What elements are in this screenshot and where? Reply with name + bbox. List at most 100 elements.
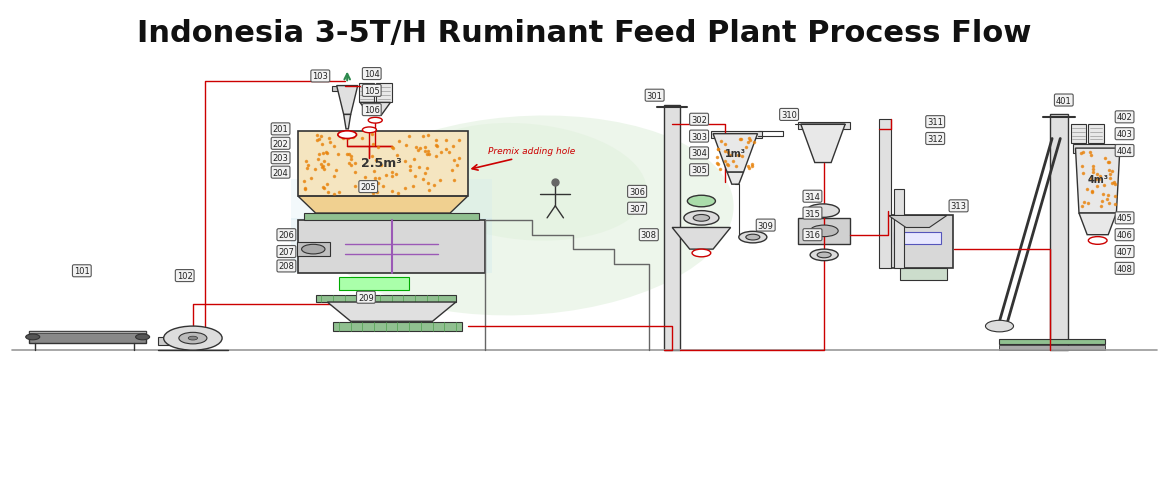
FancyBboxPatch shape: [999, 339, 1105, 345]
FancyBboxPatch shape: [359, 84, 374, 103]
Text: 309: 309: [758, 221, 774, 230]
FancyBboxPatch shape: [316, 295, 456, 302]
Polygon shape: [672, 228, 731, 250]
Text: 105: 105: [364, 87, 380, 96]
Text: 311: 311: [927, 118, 943, 127]
Circle shape: [739, 232, 767, 243]
FancyBboxPatch shape: [29, 331, 146, 334]
Text: Premix adding hole: Premix adding hole: [489, 147, 575, 156]
Polygon shape: [888, 216, 947, 228]
Circle shape: [810, 226, 838, 237]
Text: Indonesia 3-5T/H Ruminant Feed Plant Process Flow: Indonesia 3-5T/H Ruminant Feed Plant Pro…: [137, 19, 1032, 48]
FancyBboxPatch shape: [298, 132, 468, 197]
Circle shape: [368, 118, 382, 124]
Circle shape: [746, 235, 760, 240]
Text: 201: 201: [272, 125, 289, 134]
Ellipse shape: [406, 124, 646, 241]
FancyBboxPatch shape: [711, 132, 762, 139]
Circle shape: [817, 252, 831, 258]
Circle shape: [362, 128, 376, 133]
FancyBboxPatch shape: [1088, 125, 1104, 144]
Text: 302: 302: [691, 116, 707, 124]
Text: 2.5m³: 2.5m³: [361, 156, 401, 170]
Text: 208: 208: [278, 262, 295, 271]
FancyBboxPatch shape: [883, 216, 953, 269]
Text: 401: 401: [1056, 96, 1072, 105]
Circle shape: [179, 333, 207, 344]
Text: 407: 407: [1116, 248, 1133, 256]
FancyBboxPatch shape: [339, 277, 409, 290]
FancyBboxPatch shape: [879, 120, 891, 269]
Circle shape: [687, 196, 715, 207]
Circle shape: [1088, 237, 1107, 245]
Text: 314: 314: [804, 192, 821, 201]
Circle shape: [164, 326, 222, 350]
Text: 313: 313: [950, 202, 967, 211]
Polygon shape: [727, 173, 743, 185]
Text: 307: 307: [629, 204, 645, 213]
Text: 207: 207: [278, 248, 295, 256]
FancyBboxPatch shape: [1073, 145, 1125, 154]
Text: 101: 101: [74, 267, 90, 276]
Circle shape: [985, 321, 1014, 332]
FancyBboxPatch shape: [297, 242, 330, 257]
Text: 308: 308: [641, 231, 657, 240]
FancyBboxPatch shape: [158, 337, 187, 346]
Polygon shape: [327, 302, 456, 322]
FancyBboxPatch shape: [304, 214, 479, 221]
FancyBboxPatch shape: [298, 221, 485, 274]
Text: 403: 403: [1116, 130, 1133, 139]
Text: 316: 316: [804, 231, 821, 240]
FancyBboxPatch shape: [894, 190, 904, 269]
Circle shape: [692, 250, 711, 257]
Text: 406: 406: [1116, 231, 1133, 240]
Ellipse shape: [318, 116, 734, 316]
FancyBboxPatch shape: [664, 106, 680, 350]
Circle shape: [338, 132, 357, 139]
FancyBboxPatch shape: [291, 180, 492, 221]
Text: 206: 206: [278, 231, 295, 240]
FancyBboxPatch shape: [900, 269, 947, 281]
Polygon shape: [298, 197, 468, 214]
Circle shape: [684, 211, 719, 226]
FancyBboxPatch shape: [333, 323, 462, 331]
Text: 204: 204: [272, 168, 289, 177]
Text: 202: 202: [272, 140, 289, 148]
Polygon shape: [337, 86, 358, 115]
Text: 304: 304: [691, 149, 707, 158]
Text: 203: 203: [272, 154, 289, 163]
Circle shape: [26, 335, 40, 340]
Circle shape: [693, 215, 710, 222]
FancyBboxPatch shape: [798, 122, 850, 130]
Text: 209: 209: [358, 293, 374, 302]
Text: 106: 106: [364, 106, 380, 115]
Text: 306: 306: [629, 188, 645, 196]
Polygon shape: [360, 103, 390, 116]
Polygon shape: [713, 134, 758, 173]
FancyBboxPatch shape: [332, 86, 350, 92]
Text: 312: 312: [927, 135, 943, 144]
FancyBboxPatch shape: [1071, 125, 1086, 144]
Text: 102: 102: [177, 272, 193, 280]
Text: 303: 303: [691, 132, 707, 141]
FancyBboxPatch shape: [1050, 115, 1068, 350]
FancyBboxPatch shape: [291, 218, 492, 274]
Text: 1m³: 1m³: [725, 149, 746, 158]
Circle shape: [136, 335, 150, 340]
Circle shape: [188, 336, 198, 340]
Text: 104: 104: [364, 70, 380, 79]
Text: 4m³: 4m³: [1087, 175, 1108, 185]
Text: 405: 405: [1116, 214, 1133, 223]
FancyBboxPatch shape: [29, 331, 146, 343]
Polygon shape: [344, 115, 351, 130]
Polygon shape: [1075, 149, 1120, 214]
Text: 402: 402: [1116, 113, 1133, 122]
Polygon shape: [801, 125, 845, 163]
Polygon shape: [1079, 214, 1116, 235]
Text: 301: 301: [646, 92, 663, 100]
Text: 103: 103: [312, 72, 328, 81]
FancyBboxPatch shape: [894, 233, 941, 245]
Text: 404: 404: [1116, 147, 1133, 156]
FancyBboxPatch shape: [798, 218, 850, 245]
FancyBboxPatch shape: [999, 346, 1105, 350]
